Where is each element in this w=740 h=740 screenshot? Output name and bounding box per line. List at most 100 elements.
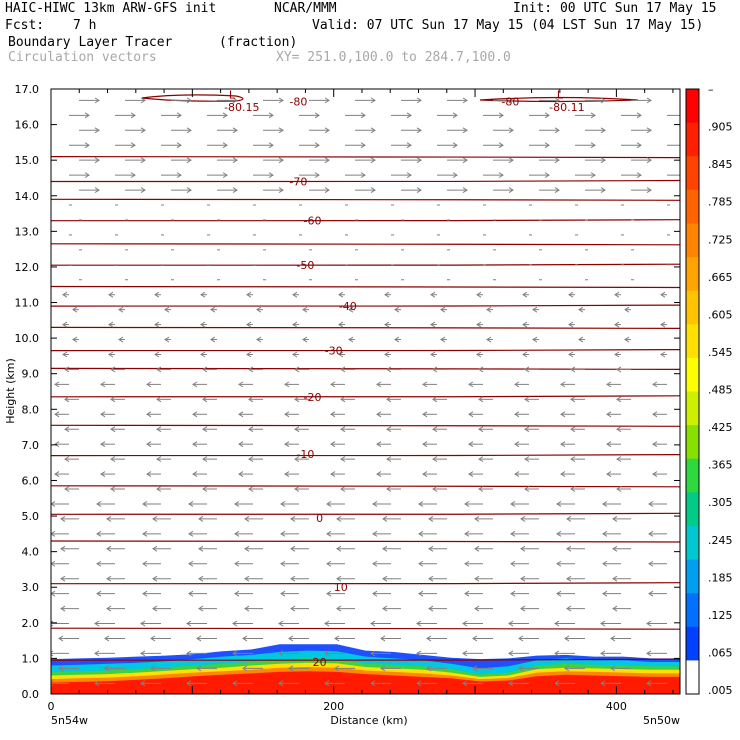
wind-vector-head xyxy=(478,486,484,492)
wind-vector-head xyxy=(348,306,354,313)
contour-line xyxy=(51,484,680,488)
contour-label: 10 xyxy=(334,581,348,594)
colorbar-label: .245 xyxy=(708,534,733,547)
y-tick-label: 1.0 xyxy=(22,652,40,665)
wind-vector-head xyxy=(278,620,284,627)
wind-vector-head xyxy=(508,157,514,164)
wind-vector-head xyxy=(244,575,250,582)
wind-vector-head xyxy=(256,336,262,343)
wind-vector-head xyxy=(554,650,560,657)
wind-vector-head xyxy=(238,441,244,448)
wind-vector-head xyxy=(280,560,286,567)
wind-vector-head xyxy=(340,486,346,492)
wind-vector-head xyxy=(284,471,290,477)
wind-vector-head xyxy=(232,187,238,193)
wind-vector-head xyxy=(51,650,54,657)
wind-vector-head xyxy=(564,665,570,672)
wind-vector-head xyxy=(544,142,550,149)
wind-vector-head xyxy=(406,172,412,179)
wind-vector-head xyxy=(140,620,146,627)
wind-vector-head xyxy=(510,590,516,597)
wind-vector-head xyxy=(340,396,346,403)
y-tick-label: 4.0 xyxy=(22,546,40,559)
wind-vector-head xyxy=(606,471,612,477)
wind-vector-head xyxy=(140,650,146,657)
wind-vector-head xyxy=(142,560,148,567)
wind-vector-head xyxy=(248,396,254,403)
wind-vector-head xyxy=(568,291,574,298)
wind-vector-head xyxy=(110,456,116,463)
wind-vector-head xyxy=(238,411,244,418)
wind-vector-head xyxy=(554,157,560,164)
wind-vector-head xyxy=(96,501,102,507)
wind-vector-head xyxy=(478,396,484,403)
wind-vector-head xyxy=(514,411,520,418)
wind-vector-head xyxy=(468,381,474,388)
wind-vector-head xyxy=(518,635,524,642)
wind-vector-head xyxy=(660,351,666,358)
wind-vector-head xyxy=(510,530,516,537)
wind-vector-head xyxy=(426,665,432,672)
wind-vector-head xyxy=(156,366,162,373)
wind-vector-head xyxy=(202,456,208,463)
wind-vector-head xyxy=(468,411,474,418)
wind-vector-head xyxy=(232,620,238,627)
wind-vector-head xyxy=(198,545,204,552)
wind-vector-head xyxy=(84,142,90,149)
contour-line xyxy=(51,179,680,183)
colorbar-swatch xyxy=(686,223,699,258)
wind-vector-head xyxy=(646,187,652,193)
wind-vector-head xyxy=(508,680,514,687)
wind-vector-head xyxy=(248,486,254,492)
wind-vector-head xyxy=(84,172,90,179)
wind-vector-head xyxy=(432,366,438,373)
vectors-label: Circulation vectors xyxy=(8,50,157,65)
wind-vector-head xyxy=(370,680,376,687)
wind-vector-head xyxy=(338,351,344,358)
wind-vector-head xyxy=(94,680,100,687)
wind-vector-head xyxy=(624,336,630,343)
wind-vector-head xyxy=(314,172,320,179)
wind-vector-head xyxy=(600,157,606,164)
colorbar: – .905 .845 .785 .725 .665 .605 .545 .485 .425 .36… xyxy=(685,83,733,697)
wind-vector-head xyxy=(382,605,388,612)
wind-vector-head xyxy=(372,501,378,507)
contour-label: 0 xyxy=(316,512,323,525)
wind-vector-head xyxy=(560,381,566,388)
wind-vector-head xyxy=(652,441,658,448)
wind-vector-head xyxy=(606,441,612,448)
tracer-layer-red xyxy=(51,671,680,694)
wind-vector-head xyxy=(51,501,56,507)
wind-vector-head xyxy=(636,142,642,149)
y-tick-label: 3.0 xyxy=(22,581,40,594)
temperature-contours xyxy=(51,94,680,661)
wind-vector-head xyxy=(248,366,254,373)
y-tick-label: 6.0 xyxy=(22,474,40,487)
wind-vector-head xyxy=(284,381,290,388)
colorbar-swatch xyxy=(686,324,699,359)
wind-vector-head xyxy=(544,172,550,179)
wind-vector-head xyxy=(600,97,606,104)
wind-vector-head xyxy=(186,157,192,164)
wind-vector-head xyxy=(416,97,422,104)
wind-vector-head xyxy=(146,441,152,448)
wind-vector-head xyxy=(222,172,228,179)
wind-vector-head xyxy=(570,456,576,463)
wind-vector-head xyxy=(330,441,336,448)
colorbar-label: .485 xyxy=(708,384,733,397)
wind-vector-head xyxy=(54,441,60,448)
circulation-vectors xyxy=(51,97,680,687)
wind-vector-head xyxy=(62,351,68,358)
wind-vector-head xyxy=(510,501,516,507)
wind-vector-head xyxy=(600,127,606,134)
wind-vector-head xyxy=(384,291,390,298)
wind-vector-head xyxy=(294,366,300,373)
wind-vector-head xyxy=(416,187,422,193)
contour-label: -60 xyxy=(304,215,322,228)
wind-vector-head xyxy=(570,366,576,373)
wind-vector-head xyxy=(340,456,346,463)
wind-vector-head xyxy=(384,351,390,358)
wind-vector-head xyxy=(324,127,330,134)
wind-vector-head xyxy=(370,97,376,104)
